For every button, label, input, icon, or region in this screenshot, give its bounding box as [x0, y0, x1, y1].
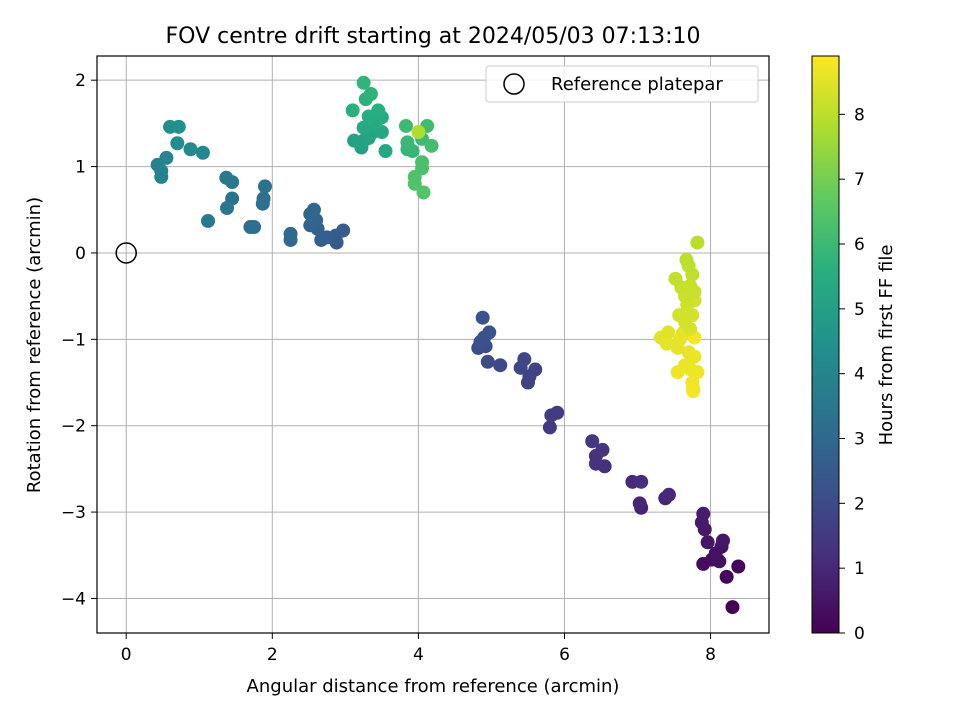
- data-point: [171, 119, 186, 134]
- data-point: [374, 125, 389, 140]
- reference-marker-group: [115, 242, 137, 264]
- data-point: [400, 135, 415, 150]
- colorbar-label: Hours from first FF file: [876, 245, 897, 446]
- data-point: [672, 308, 687, 323]
- data-point: [398, 118, 413, 133]
- data-point: [219, 170, 234, 185]
- data-point: [679, 252, 694, 267]
- data-point: [170, 136, 185, 151]
- data-point: [634, 474, 649, 489]
- data-point: [314, 232, 329, 247]
- colorbar-tick-label: 3: [854, 430, 865, 450]
- data-point: [719, 569, 734, 584]
- data-point: [595, 442, 610, 457]
- colorbar-tick-label: 4: [854, 365, 865, 385]
- colorbar-tick-label: 8: [854, 105, 865, 125]
- colorbar-tick-label: 0: [854, 624, 865, 644]
- data-point: [517, 352, 532, 367]
- data-point: [424, 138, 439, 153]
- x-tick-label: 4: [413, 645, 424, 665]
- data-point: [585, 434, 600, 449]
- data-point: [480, 354, 495, 369]
- plot-frame: [96, 55, 770, 634]
- colorbar-gradient: [811, 55, 840, 634]
- reference-platepar-marker: [115, 242, 137, 264]
- data-point: [407, 176, 422, 191]
- data-point: [256, 191, 271, 206]
- data-point: [336, 223, 351, 238]
- x-tick-label: 2: [267, 645, 278, 665]
- data-point: [247, 220, 262, 235]
- data-point: [411, 125, 426, 140]
- data-point: [258, 179, 272, 194]
- legend-box: [485, 65, 759, 103]
- chart-title: FOV centre drift starting at 2024/05/03 …: [166, 24, 701, 49]
- data-point: [482, 325, 497, 340]
- y-tick-label: −3: [61, 503, 86, 523]
- data-point: [661, 487, 676, 502]
- y-tick-label: −4: [61, 589, 86, 609]
- data-point: [195, 145, 210, 160]
- data-point: [715, 533, 730, 548]
- colorbar-tick-label: 6: [854, 235, 865, 255]
- data-point: [700, 535, 715, 550]
- data-point: [201, 213, 216, 228]
- legend-entry-label: Reference platepar: [551, 74, 723, 95]
- data-point: [528, 362, 543, 377]
- data-point: [632, 496, 647, 511]
- data-point: [378, 144, 393, 159]
- y-tick-label: −2: [61, 417, 86, 437]
- colorbar-tick-label: 7: [854, 170, 865, 190]
- data-point: [306, 202, 321, 217]
- data-point: [475, 310, 490, 325]
- data-point: [685, 308, 700, 323]
- colorbar: 0 1 2 3 4 5 6 7 8 Hours from first FF file: [811, 55, 897, 644]
- data-point: [371, 103, 386, 118]
- data-point: [416, 185, 431, 200]
- x-tick-label: 6: [559, 645, 570, 665]
- data-point: [659, 336, 674, 351]
- data-point: [690, 235, 705, 250]
- colorbar-tick-label: 5: [854, 300, 865, 320]
- y-axis: −4 −3 −2 −1 0 1 2: [61, 71, 97, 609]
- data-point: [345, 103, 360, 118]
- y-tick-label: 2: [75, 71, 86, 91]
- colorbar-ticks: 0 1 2 3 4 5 6 7 8: [839, 105, 865, 644]
- colorbar-tick-label: 2: [854, 494, 865, 514]
- y-tick-label: −1: [61, 330, 86, 350]
- data-point: [686, 384, 701, 399]
- data-point: [550, 405, 565, 420]
- data-point: [725, 600, 740, 615]
- y-axis-label: Rotation from reference (arcmin): [24, 197, 45, 493]
- data-point: [687, 349, 702, 364]
- x-axis: 0 2 4 6 8: [121, 633, 716, 665]
- x-tick-label: 0: [121, 645, 132, 665]
- data-point: [690, 365, 705, 380]
- data-point: [356, 120, 371, 135]
- data-points: [150, 75, 746, 615]
- x-tick-label: 8: [705, 645, 716, 665]
- data-point: [220, 201, 235, 216]
- data-point: [356, 75, 371, 90]
- data-point: [283, 226, 298, 241]
- data-point: [683, 278, 698, 293]
- y-tick-label: 1: [75, 158, 86, 178]
- data-point: [670, 365, 685, 380]
- legend-marker-icon: [503, 73, 525, 95]
- data-point: [542, 420, 557, 435]
- data-point: [493, 358, 508, 373]
- data-point: [696, 506, 711, 521]
- data-point: [731, 559, 746, 574]
- data-point: [661, 325, 676, 340]
- data-point: [159, 150, 174, 165]
- data-point: [363, 87, 378, 102]
- data-point: [183, 142, 198, 157]
- x-axis-label: Angular distance from reference (arcmin): [247, 676, 620, 697]
- data-point: [668, 271, 683, 286]
- colorbar-tick-label: 1: [854, 559, 865, 579]
- legend: Reference platepar: [485, 65, 759, 103]
- y-tick-label: 0: [75, 244, 86, 264]
